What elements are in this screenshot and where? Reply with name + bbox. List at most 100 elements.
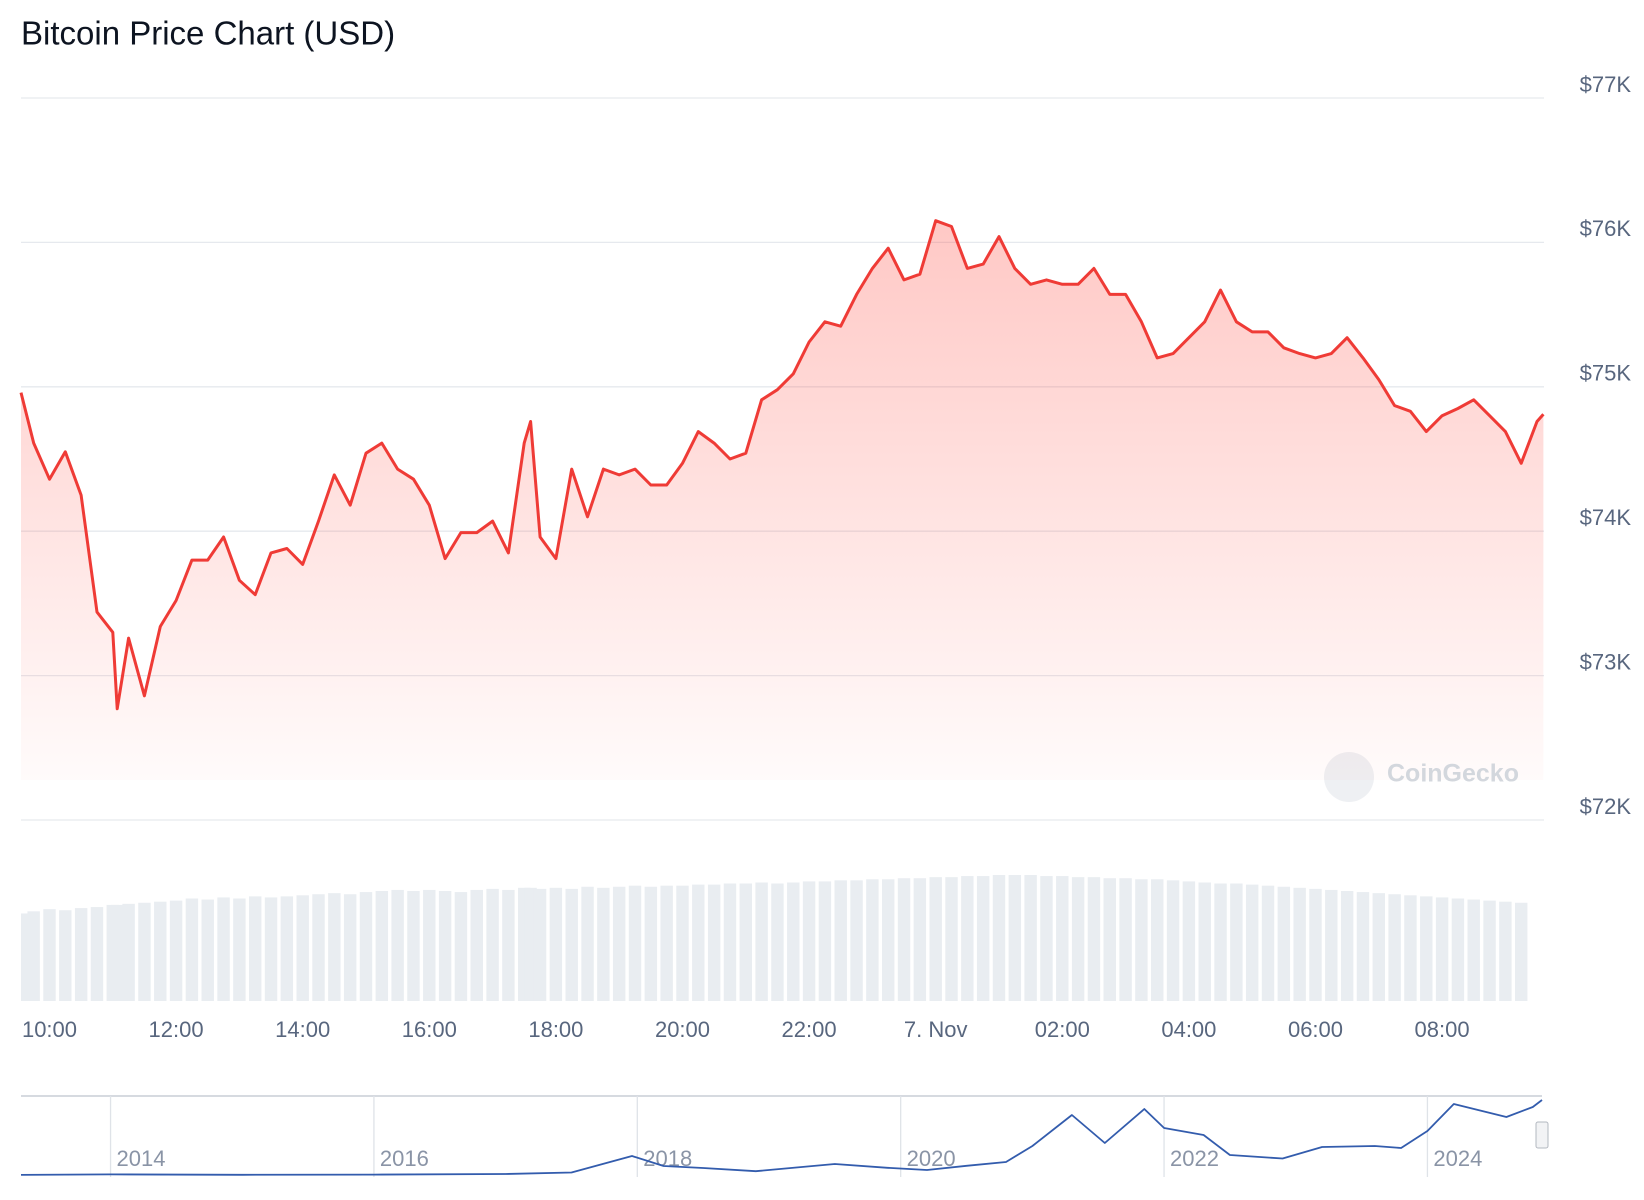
volume-bar	[802, 881, 816, 1001]
volume-bar	[1198, 882, 1211, 1001]
volume-bar	[1514, 902, 1528, 1001]
volume-bar	[597, 887, 610, 1001]
volume-bar	[1119, 878, 1132, 1001]
volume-bar	[233, 898, 246, 1001]
volume-bar	[201, 899, 214, 1001]
volume-bar	[739, 883, 753, 1001]
volume-bar	[375, 891, 389, 1001]
volume-bar	[1293, 887, 1306, 1001]
volume-bar	[549, 887, 563, 1001]
y-tick-label: $72K	[1580, 794, 1632, 819]
volume-bar	[881, 879, 895, 1001]
volume-bar	[1309, 888, 1322, 1001]
x-tick-label: 04:00	[1161, 1017, 1216, 1042]
volume-bar	[280, 896, 294, 1001]
volume-bar	[1056, 876, 1069, 1001]
volume-bar	[185, 898, 199, 1001]
x-tick-label: 20:00	[655, 1017, 710, 1042]
volume-bar	[533, 888, 547, 1001]
volume-bar	[407, 891, 420, 1001]
navigator-tick-label: 2020	[907, 1146, 956, 1171]
volume-bar	[1166, 880, 1180, 1001]
volume-bar	[1230, 883, 1243, 1001]
volume-bar	[90, 907, 104, 1001]
volume-bar	[818, 881, 832, 1001]
volume-bar	[707, 884, 721, 1001]
volume-bar	[138, 902, 151, 1001]
chart-title: Bitcoin Price Chart (USD)	[21, 15, 395, 52]
volume-bar	[850, 880, 863, 1001]
volume-bar	[992, 875, 1006, 1001]
volume-bar	[343, 894, 357, 1001]
x-tick-label: 18:00	[528, 1017, 583, 1042]
y-tick-label: $74K	[1580, 505, 1632, 530]
price-area	[21, 220, 1544, 780]
y-tick-label: $75K	[1580, 361, 1632, 386]
volume-bar	[423, 889, 436, 1001]
volume-bar	[264, 897, 278, 1001]
volume-bar	[660, 885, 673, 1001]
volume-bar	[1087, 877, 1101, 1001]
volume-bar	[1467, 899, 1480, 1001]
volume-bar	[502, 889, 515, 1001]
volume-bar	[628, 885, 642, 1001]
volume-bar	[1420, 896, 1433, 1001]
volume-bar	[866, 879, 879, 1001]
x-tick-label: 22:00	[782, 1017, 837, 1042]
x-tick-label: 16:00	[402, 1017, 457, 1042]
volume-bar	[1135, 879, 1148, 1001]
volume-bar	[110, 904, 124, 1001]
volume-bar	[1040, 876, 1053, 1001]
volume-bar	[169, 900, 183, 1001]
volume-bar	[929, 877, 942, 1001]
volume-bar	[74, 908, 88, 1001]
volume-bar	[296, 895, 309, 1001]
volume-bar	[454, 892, 468, 1001]
volume-bar	[59, 910, 72, 1001]
x-tick-label: 08:00	[1415, 1017, 1470, 1042]
x-tick-label: 7. Nov	[904, 1017, 968, 1042]
volume-bar	[913, 878, 927, 1001]
volume-bar	[1499, 901, 1512, 1001]
volume-bar	[1008, 875, 1022, 1001]
x-tick-label: 14:00	[275, 1017, 330, 1042]
watermark: CoinGecko	[1387, 760, 1519, 788]
volume-bar	[27, 911, 40, 1001]
volume-bar	[961, 876, 974, 1001]
volume-bar	[154, 901, 167, 1001]
volume-bar	[470, 889, 483, 1001]
volume-bar	[1151, 879, 1164, 1001]
volume-bar	[1277, 886, 1291, 1001]
volume-bar	[217, 897, 230, 1001]
volume-bar	[1245, 884, 1259, 1001]
x-tick-label: 06:00	[1288, 1017, 1343, 1042]
volume-bar	[1372, 893, 1386, 1001]
volume-bar	[486, 888, 499, 1001]
volume-bar	[755, 882, 768, 1001]
volume-bar	[1261, 885, 1275, 1001]
volume-bar	[1356, 892, 1370, 1001]
navigator-tick-label: 2016	[380, 1146, 429, 1171]
x-tick-label: 02:00	[1035, 1017, 1090, 1042]
volume-bar	[1435, 897, 1449, 1001]
volume-bar	[1325, 889, 1338, 1001]
navigator-handle[interactable]	[1535, 1121, 1549, 1149]
x-tick-label: 12:00	[149, 1017, 204, 1042]
volume-bar	[1483, 900, 1496, 1001]
volume-bar	[1404, 895, 1417, 1001]
volume-bar	[644, 886, 658, 1001]
volume-bar	[524, 887, 537, 1001]
volume-bar	[945, 877, 958, 1001]
price-line	[19, 219, 1545, 711]
volume-bar	[771, 883, 784, 1001]
navigator-tick-label: 2022	[1170, 1146, 1219, 1171]
x-tick-label: 10:00	[22, 1017, 77, 1042]
volume-bar	[1182, 881, 1196, 1001]
volume-bar	[391, 889, 404, 1001]
volume-bar	[787, 882, 800, 1001]
volume-bar	[723, 883, 737, 1001]
volume-bar	[834, 880, 847, 1001]
price-line	[20, 1099, 1543, 1176]
volume-bar	[1024, 875, 1037, 1001]
volume-bar	[312, 894, 325, 1001]
